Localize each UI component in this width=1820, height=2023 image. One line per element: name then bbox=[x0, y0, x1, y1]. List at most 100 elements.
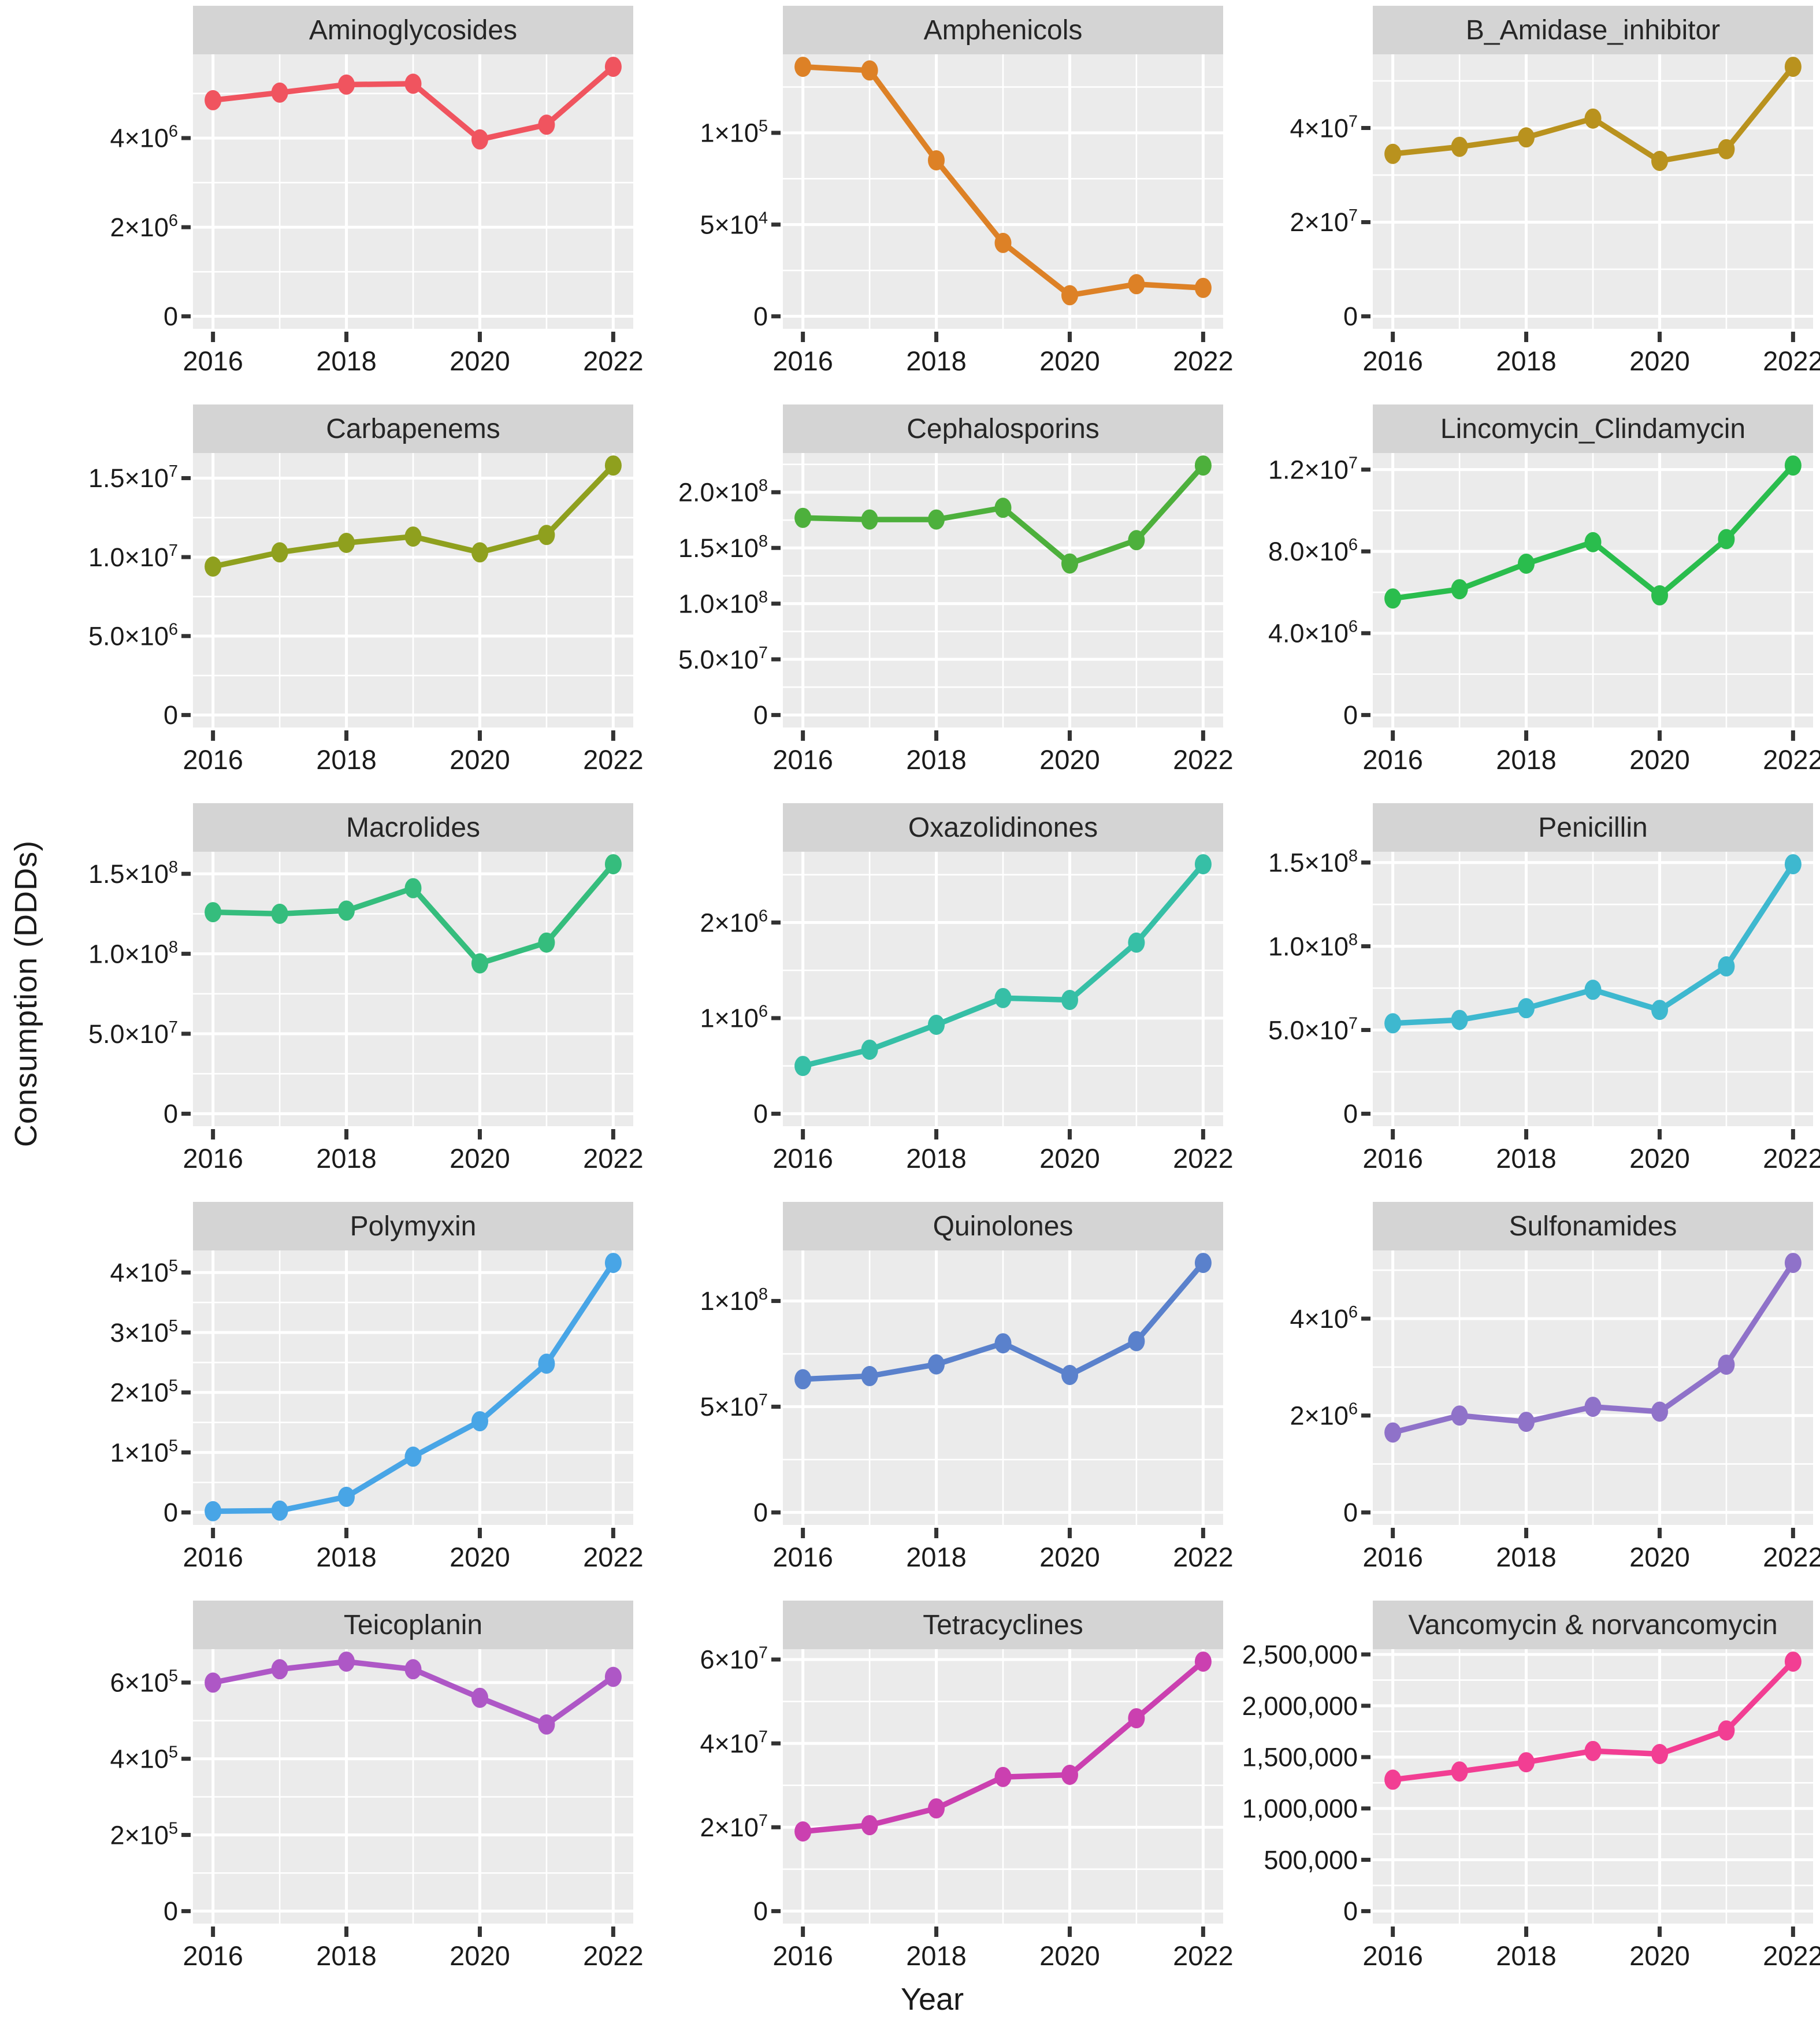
x-axis-tick-label: 2020 bbox=[450, 1940, 510, 1971]
x-axis-tick-label: 2016 bbox=[183, 346, 243, 376]
facet-title: Cephalosporins bbox=[907, 414, 1100, 444]
data-point bbox=[271, 903, 288, 924]
y-axis-tick-label: 4×105 bbox=[110, 1743, 178, 1773]
x-axis-tick-label: 2022 bbox=[583, 1940, 644, 1971]
x-axis-tick-label: 2020 bbox=[450, 346, 510, 376]
y-axis-tick-label: 1.0×108 bbox=[678, 588, 768, 618]
data-point bbox=[1061, 990, 1078, 1010]
facet-panel: 0 5.0×107 1.0×108 1.5×108 2016 2018 2020 2022 Ma… bbox=[47, 801, 644, 1200]
data-point bbox=[1718, 529, 1735, 550]
y-axis-tick-label: 0 bbox=[753, 700, 768, 730]
facet-title: B_Amidase_inhibitor bbox=[1466, 15, 1720, 46]
facet-chart-svg: 0 2×107 4×107 2016 2018 2020 2022 B_Amidase_inh… bbox=[1290, 6, 1820, 376]
data-point bbox=[538, 1714, 555, 1735]
data-point bbox=[1784, 455, 1802, 476]
data-point bbox=[604, 1253, 622, 1274]
data-point bbox=[1451, 136, 1468, 157]
x-axis-tick-label: 2018 bbox=[906, 1542, 967, 1572]
x-axis-tick-label: 2018 bbox=[1496, 744, 1557, 775]
facet-title: Quinolones bbox=[933, 1211, 1074, 1242]
data-point bbox=[861, 1040, 878, 1060]
data-point bbox=[1784, 57, 1802, 77]
data-point bbox=[1784, 1651, 1802, 1672]
data-point bbox=[928, 509, 945, 530]
x-axis-tick-label: 2022 bbox=[1173, 744, 1234, 775]
facet-panel: 0 5.0×106 1.0×107 1.5×107 2016 2018 2020 2022 Ca… bbox=[47, 402, 644, 801]
facet-title: Aminoglycosides bbox=[309, 15, 517, 46]
data-point bbox=[928, 150, 945, 170]
facet-title: Penicillin bbox=[1538, 812, 1647, 843]
data-point bbox=[538, 525, 555, 545]
y-axis-tick-label: 3×105 bbox=[110, 1317, 178, 1348]
y-axis-tick-label: 0 bbox=[1343, 1498, 1358, 1527]
y-axis-tick-label: 0 bbox=[753, 1896, 768, 1926]
facet-title: Carbapenems bbox=[326, 414, 500, 444]
facet-chart-svg: 0 4.0×106 8.0×106 1.2×107 2016 2018 2020 2022 Li… bbox=[1268, 404, 1820, 775]
data-point bbox=[1384, 1013, 1402, 1034]
data-point bbox=[1128, 1708, 1145, 1729]
data-point bbox=[1718, 1354, 1735, 1375]
x-axis-tick-label: 2018 bbox=[316, 1542, 377, 1572]
facet-grid: 0 2×106 4×106 2016 2018 2020 2022 Aminoglycosid… bbox=[47, 3, 1820, 1997]
y-axis-tick-label: 0 bbox=[1343, 302, 1358, 331]
x-axis-tick-label: 2020 bbox=[1629, 1542, 1690, 1572]
x-axis-tick-label: 2022 bbox=[1763, 1542, 1820, 1572]
data-point bbox=[1194, 1253, 1212, 1274]
data-point bbox=[1651, 1000, 1668, 1020]
x-axis-tick-label: 2016 bbox=[183, 1143, 243, 1174]
y-axis-tick-label: 2.0×108 bbox=[678, 477, 768, 507]
data-point bbox=[1651, 585, 1668, 606]
x-axis-tick-label: 2018 bbox=[1496, 1940, 1557, 1971]
y-axis-tick-label: 2,000,000 bbox=[1242, 1691, 1358, 1721]
facet-strip bbox=[193, 1601, 633, 1649]
facet-chart-svg: 0 5×107 1×108 2016 2018 2020 2022 Quinolones bbox=[700, 1202, 1234, 1572]
data-point bbox=[994, 1766, 1012, 1787]
y-axis-tick-label: 2×106 bbox=[1290, 1400, 1358, 1430]
y-axis-tick-label: 0 bbox=[164, 700, 178, 730]
facet-title: Oxazolidinones bbox=[908, 812, 1098, 843]
data-point bbox=[794, 1821, 812, 1842]
y-axis-tick-label: 1.5×108 bbox=[88, 858, 178, 889]
data-point bbox=[1061, 285, 1078, 306]
data-point bbox=[205, 902, 222, 923]
y-axis-tick-label: 1×106 bbox=[700, 1003, 768, 1033]
data-point bbox=[205, 90, 222, 110]
facet-panel: 0 2×106 4×106 2016 2018 2020 2022 Aminoglycosid… bbox=[47, 3, 644, 402]
y-axis-tick-label: 2×106 bbox=[110, 211, 178, 242]
data-point bbox=[861, 1365, 878, 1386]
data-point bbox=[861, 509, 878, 530]
y-axis-tick-label: 1.5×108 bbox=[678, 532, 768, 563]
x-axis-tick-label: 2016 bbox=[1362, 1143, 1423, 1174]
data-point bbox=[338, 900, 355, 921]
y-axis-tick-label: 1.5×108 bbox=[1268, 847, 1358, 877]
data-point bbox=[1584, 108, 1602, 129]
y-axis-tick-label: 4×107 bbox=[1290, 112, 1358, 143]
x-axis-tick-label: 2020 bbox=[450, 744, 510, 775]
facet-strip bbox=[193, 404, 633, 453]
data-point bbox=[994, 498, 1012, 518]
x-axis-tick-label: 2022 bbox=[1173, 1143, 1234, 1174]
facet-panel: 0 500,000 1,000,000 1,500,000 2,000,000 2,500… bbox=[1227, 1598, 1820, 1997]
data-point bbox=[404, 526, 422, 547]
y-axis-tick-label: 2×105 bbox=[110, 1819, 178, 1850]
data-point bbox=[271, 542, 288, 563]
y-axis-tick-label: 4.0×106 bbox=[1268, 618, 1358, 648]
facet-strip bbox=[783, 6, 1223, 54]
facet-strip bbox=[193, 803, 633, 852]
data-point bbox=[1384, 143, 1402, 164]
data-point bbox=[928, 1015, 945, 1035]
facet-strip bbox=[1373, 404, 1813, 453]
data-point bbox=[471, 1411, 488, 1432]
data-point bbox=[1651, 1744, 1668, 1764]
facet-panel: 0 5.0×107 1.0×108 1.5×108 2.0×108 2016 2018 202… bbox=[637, 402, 1234, 801]
data-point bbox=[1194, 455, 1212, 476]
data-point bbox=[861, 60, 878, 81]
data-point bbox=[471, 542, 488, 563]
facet-panel: 0 1×105 2×105 3×105 4×105 2016 2018 2020 2022 Pol… bbox=[47, 1200, 644, 1598]
data-point bbox=[404, 878, 422, 899]
y-axis-tick-label: 0 bbox=[164, 1896, 178, 1926]
data-point bbox=[928, 1798, 945, 1819]
x-axis-tick-label: 2020 bbox=[1629, 1940, 1690, 1971]
x-axis-tick-label: 2018 bbox=[316, 346, 377, 376]
data-point bbox=[1194, 1651, 1212, 1672]
